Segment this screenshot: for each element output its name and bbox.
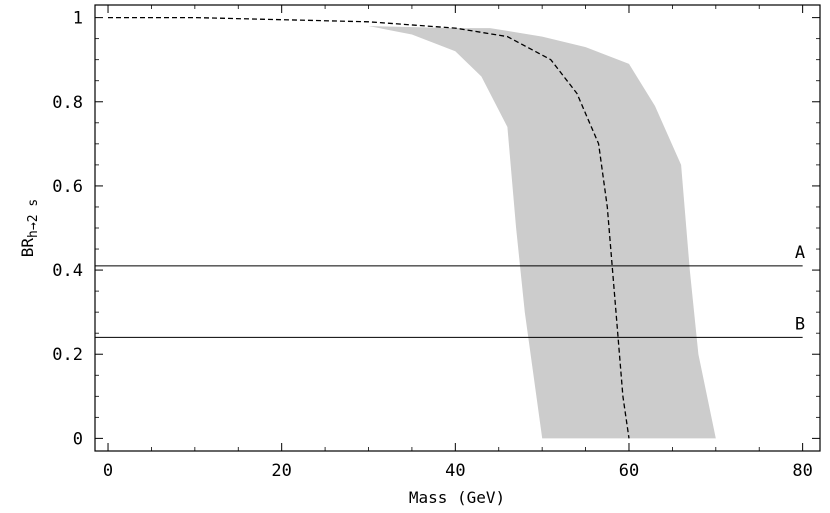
reference-line-label-b: B (795, 314, 805, 334)
x-tick-label: 80 (792, 461, 812, 481)
y-tick-label: 0.2 (52, 345, 83, 365)
x-axis-label: Mass (GeV) (409, 488, 505, 507)
y-axis-label: BRh→2 s (18, 199, 41, 257)
y-tick-label: 0.4 (52, 261, 83, 281)
axes: 0 20 40 60 80 0 0.2 0.4 0.6 0.8 1 (52, 5, 820, 481)
y-axis-label-main: BR (18, 238, 37, 258)
y-tick-label: 0 (73, 429, 83, 449)
x-tick-label: 0 (103, 461, 113, 481)
y-tick-label: 1 (73, 9, 83, 29)
y-tick-label: 0.6 (52, 177, 83, 197)
x-tick-label: 40 (445, 461, 465, 481)
plot-area: AB (95, 16, 805, 439)
svg-text:BRh→2 s: BRh→2 s (18, 199, 41, 257)
x-tick-label: 20 (271, 461, 291, 481)
x-tick-label: 60 (619, 461, 639, 481)
uncertainty-band (342, 23, 716, 439)
y-axis-label-subscript: h→2 s (26, 199, 41, 238)
reference-line-label-a: A (795, 243, 805, 263)
series-line-0 (108, 16, 630, 439)
plot-frame (94, 4, 821, 452)
y-tick-label: 0.8 (52, 93, 83, 113)
